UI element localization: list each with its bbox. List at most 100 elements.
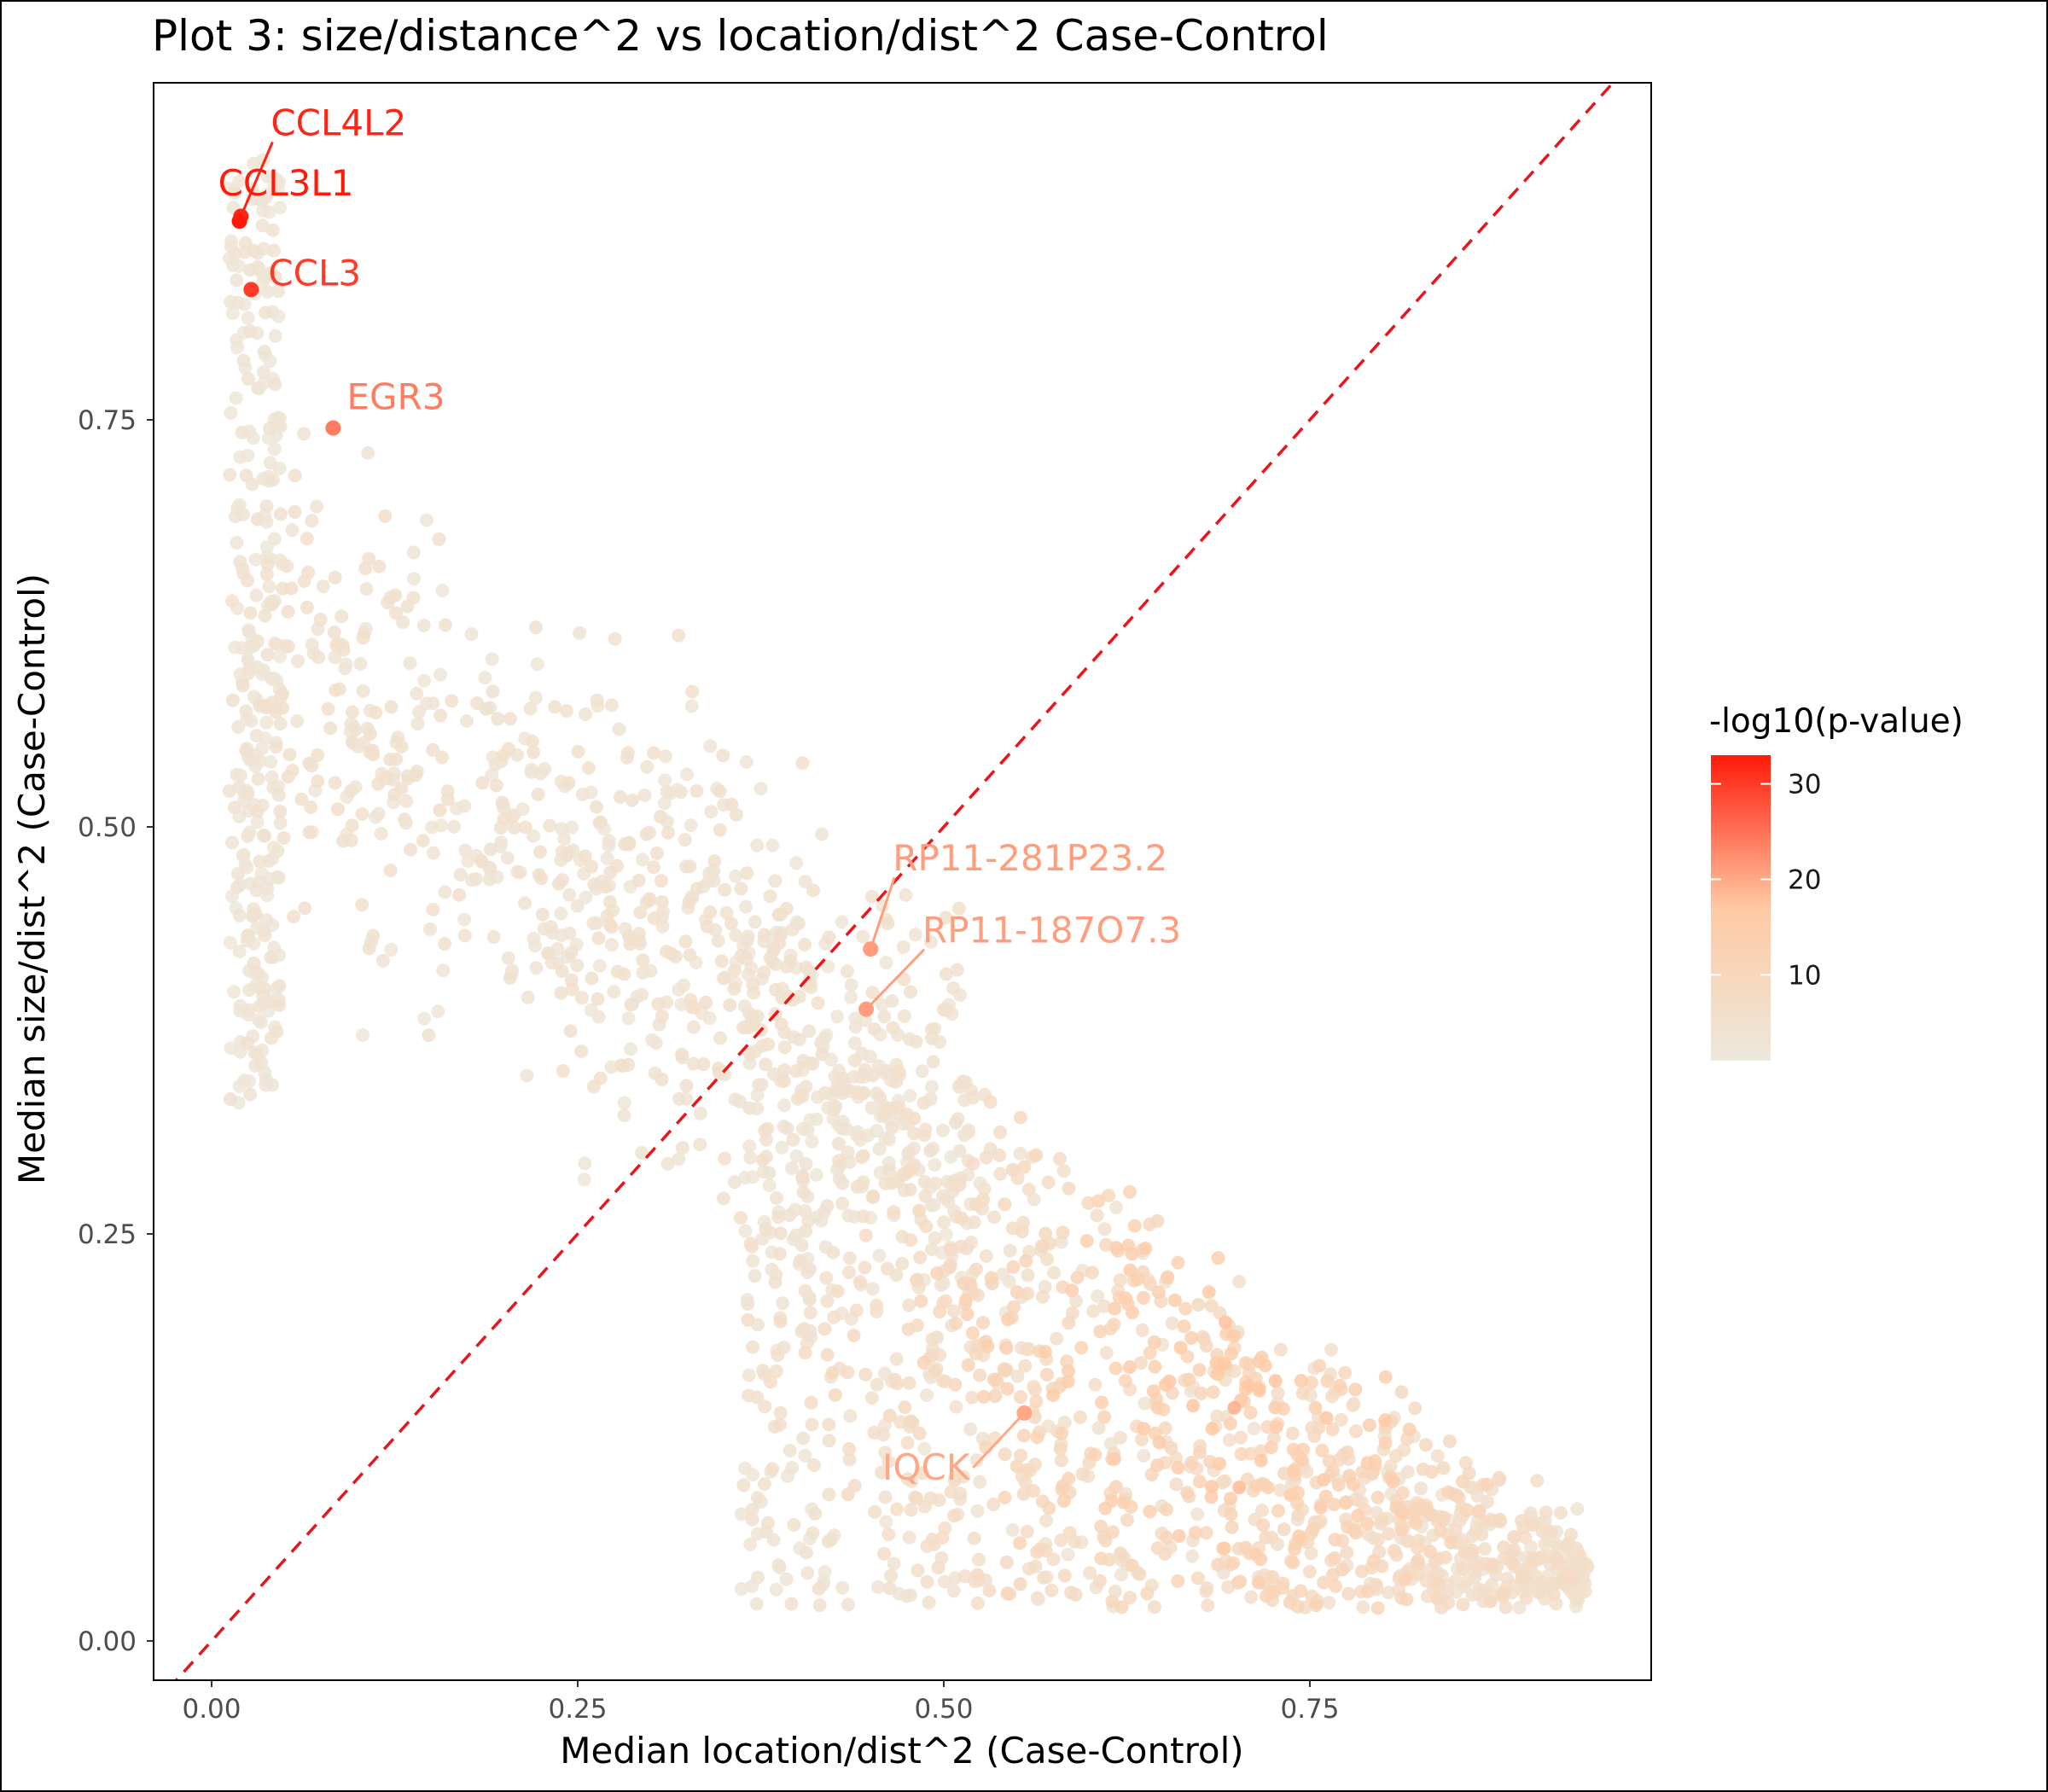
data-point <box>802 1024 817 1039</box>
data-point <box>528 939 542 953</box>
data-point <box>1516 1584 1530 1598</box>
data-point <box>901 1147 916 1161</box>
data-point <box>936 1123 951 1137</box>
data-point <box>822 1487 836 1502</box>
data-point <box>1539 1505 1553 1520</box>
data-point <box>742 1388 756 1403</box>
data-point <box>798 1283 812 1298</box>
data-point <box>890 1376 905 1391</box>
data-point <box>842 1452 857 1467</box>
data-point <box>976 1389 991 1404</box>
data-point <box>250 634 265 649</box>
data-point <box>1005 1221 1020 1236</box>
data-point <box>254 194 269 208</box>
data-point <box>815 1047 829 1062</box>
data-point <box>230 333 244 347</box>
data-point <box>1148 1359 1162 1374</box>
data-point <box>1418 1438 1433 1452</box>
data-point <box>1050 1331 1064 1346</box>
data-point <box>916 1096 931 1110</box>
data-point <box>1382 1527 1396 1541</box>
data-point <box>228 186 242 201</box>
data-point <box>1021 1286 1035 1300</box>
data-point <box>841 1487 855 1502</box>
data-point <box>1338 1496 1353 1510</box>
data-point <box>884 1568 899 1583</box>
data-point <box>555 822 569 836</box>
data-point <box>729 928 743 943</box>
data-point <box>590 693 604 707</box>
data-point <box>993 1125 1007 1139</box>
data-point <box>1107 1318 1121 1332</box>
data-point <box>762 1178 777 1192</box>
data-point <box>947 1509 962 1523</box>
data-point <box>1094 1519 1108 1533</box>
data-point <box>426 742 440 757</box>
data-point <box>328 776 342 790</box>
data-point <box>948 1377 963 1392</box>
data-point <box>224 405 238 420</box>
data-point <box>604 698 619 713</box>
data-point <box>344 833 358 847</box>
data-point <box>531 788 545 801</box>
data-point <box>759 1057 773 1072</box>
data-point <box>743 1047 758 1062</box>
data-point <box>257 365 271 380</box>
data-point <box>763 951 777 965</box>
data-point <box>327 625 341 639</box>
data-point <box>882 1132 896 1147</box>
data-point <box>254 1056 269 1069</box>
data-point <box>1360 1456 1375 1470</box>
data-point <box>1044 1583 1059 1597</box>
data-point <box>822 930 836 945</box>
data-point <box>1167 1293 1182 1307</box>
data-point <box>1317 1473 1331 1487</box>
data-point <box>475 776 490 790</box>
data-point <box>777 1074 791 1088</box>
data-point <box>225 693 240 707</box>
data-point <box>1247 1422 1261 1436</box>
data-point <box>247 956 261 970</box>
data-point <box>822 1417 836 1432</box>
points-layer <box>222 153 1595 1615</box>
data-point <box>273 717 288 730</box>
data-point <box>900 1435 915 1450</box>
y-axis-title: Median size/dist^2 (Case-Control) <box>11 573 53 1184</box>
data-point <box>1456 1597 1470 1612</box>
data-point <box>678 833 692 847</box>
data-point <box>383 864 398 877</box>
data-point <box>969 1453 984 1468</box>
data-point <box>765 1262 779 1277</box>
data-point <box>1020 1524 1034 1539</box>
data-point <box>590 916 604 930</box>
data-point <box>355 898 369 912</box>
data-point <box>950 963 964 977</box>
data-point <box>1013 1536 1027 1551</box>
data-point <box>255 218 270 233</box>
data-point <box>1201 1598 1215 1613</box>
data-point <box>1491 1473 1505 1487</box>
data-point <box>946 1304 961 1318</box>
highlighted-point <box>858 1001 875 1017</box>
data-point <box>434 818 448 833</box>
data-point <box>892 1064 906 1079</box>
data-point <box>1005 1523 1020 1537</box>
data-point <box>658 773 672 788</box>
data-point <box>1570 1502 1585 1516</box>
data-point <box>904 985 917 999</box>
data-point <box>241 372 255 386</box>
data-point <box>842 1251 857 1265</box>
data-point <box>745 1239 759 1254</box>
data-point <box>749 1597 764 1611</box>
data-point <box>1211 1557 1225 1572</box>
data-point <box>1061 1375 1075 1388</box>
data-point <box>841 1145 855 1160</box>
data-point <box>438 885 452 899</box>
data-point <box>310 499 324 514</box>
data-point <box>1407 1505 1422 1520</box>
data-point <box>258 608 272 623</box>
data-point <box>1199 1526 1213 1540</box>
data-point <box>1394 1385 1409 1399</box>
data-point <box>1178 1301 1193 1316</box>
data-point <box>541 946 555 960</box>
